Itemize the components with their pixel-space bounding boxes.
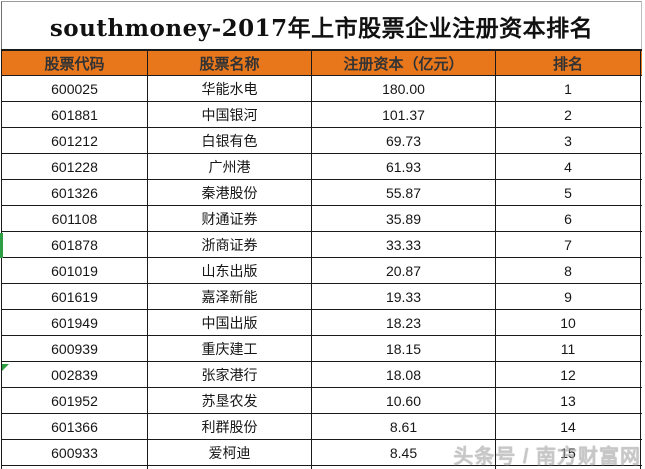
stock-name-cell: 白银有色	[148, 128, 312, 153]
registered-capital-cell: 55.87	[312, 180, 496, 205]
table-row-partial	[2, 466, 642, 469]
excel-error-indicator-bar	[0, 233, 3, 258]
table-row: 601878 浙商证券 33.33 7	[2, 232, 642, 258]
stock-code-cell: 600933	[2, 440, 148, 465]
rank-cell: 14	[496, 414, 641, 439]
registered-capital-cell: 69.73	[312, 128, 496, 153]
stock-code-cell: 601366	[2, 414, 148, 439]
stock-name-cell: 中国银河	[148, 102, 312, 127]
table-row: 601366 利群股份 8.61 14	[2, 414, 642, 440]
stock-name-cell: 浙商证券	[148, 232, 312, 257]
stock-name-cell: 华能水电	[148, 76, 312, 101]
stock-name-cell: 苏垦农发	[148, 388, 312, 413]
table-row: 601619 嘉泽新能 19.33 9	[2, 284, 642, 310]
rank-cell: 3	[496, 128, 641, 153]
stock-code-cell: 601212	[2, 128, 148, 153]
title-bar: southmoney-2017年上市股票企业注册资本排名	[1, 1, 642, 49]
stock-code-cell: 601619	[2, 284, 148, 309]
excel-error-indicator-triangle	[2, 364, 9, 371]
table-row: 601228 广州港 61.93 4	[2, 154, 642, 180]
table-row: 600025 华能水电 180.00 1	[2, 76, 642, 102]
stock-code-cell: 601949	[2, 310, 148, 335]
stock-name-cell: 广州港	[148, 154, 312, 179]
stock-name-cell: 财通证券	[148, 206, 312, 231]
empty-cell	[2, 466, 148, 469]
stock-code-cell: 601019	[2, 258, 148, 283]
table-row: 002839 张家港行 18.08 12	[2, 362, 642, 388]
registered-capital-cell: 18.23	[312, 310, 496, 335]
table-row: 601019 山东出版 20.87 8	[2, 258, 642, 284]
rank-cell: 1	[496, 76, 641, 101]
registered-capital-cell: 20.87	[312, 258, 496, 283]
table-row: 601881 中国银河 101.37 2	[2, 102, 642, 128]
registered-capital-cell: 18.08	[312, 362, 496, 387]
column-header-stock-name: 股票名称	[148, 51, 312, 75]
stock-code-cell: 601228	[2, 154, 148, 179]
page-title: southmoney-2017年上市股票企业注册资本排名	[49, 14, 594, 42]
table-row: 601212 白银有色 69.73 3	[2, 128, 642, 154]
stock-code-cell: 601881	[2, 102, 148, 127]
column-header-stock-code: 股票代码	[2, 51, 148, 75]
table-row: 601326 秦港股份 55.87 5	[2, 180, 642, 206]
stock-name-cell: 重庆建工	[148, 336, 312, 361]
empty-cell	[496, 466, 641, 469]
stock-name-cell: 中国出版	[148, 310, 312, 335]
registered-capital-cell: 18.15	[312, 336, 496, 361]
empty-cell	[148, 466, 312, 469]
stock-code-cell: 601952	[2, 388, 148, 413]
table-row: 601949 中国出版 18.23 10	[2, 310, 642, 336]
registered-capital-cell: 180.00	[312, 76, 496, 101]
stock-name-cell: 嘉泽新能	[148, 284, 312, 309]
stock-name-cell: 爱柯迪	[148, 440, 312, 465]
rank-cell: 15	[496, 440, 641, 465]
table-row: 600939 重庆建工 18.15 11	[2, 336, 642, 362]
rank-cell: 5	[496, 180, 641, 205]
table-body: 600025 华能水电 180.00 1 601881 中国银河 101.37 2 601212…	[2, 76, 642, 469]
table-row: 601952 苏垦农发 10.60 13	[2, 388, 642, 414]
table-header-row: 股票代码 股票名称 注册资本（亿元） 排名	[2, 49, 642, 76]
rank-cell: 10	[496, 310, 641, 335]
rank-cell: 13	[496, 388, 641, 413]
stock-name-cell: 利群股份	[148, 414, 312, 439]
registered-capital-cell: 101.37	[312, 102, 496, 127]
registered-capital-cell: 19.33	[312, 284, 496, 309]
rank-cell: 6	[496, 206, 641, 231]
rank-cell: 7	[496, 232, 641, 257]
table-row: 600933 爱柯迪 8.45 15	[2, 440, 642, 466]
stock-code-cell: 601878	[2, 232, 148, 257]
ranking-table: 股票代码 股票名称 注册资本（亿元） 排名 600025 华能水电 180.00 1 6018…	[1, 49, 642, 469]
stock-name-cell: 秦港股份	[148, 180, 312, 205]
stock-name-cell: 张家港行	[148, 362, 312, 387]
rank-cell: 4	[496, 154, 641, 179]
stock-code-cell: 002839	[2, 362, 148, 387]
table-row: 601108 财通证券 35.89 6	[2, 206, 642, 232]
watermark-text: 头条号 / 南方财富网	[453, 446, 641, 468]
registered-capital-cell: 61.93	[312, 154, 496, 179]
registered-capital-cell: 33.33	[312, 232, 496, 257]
rank-cell: 11	[496, 336, 641, 361]
empty-cell	[312, 466, 496, 469]
registered-capital-cell: 35.89	[312, 206, 496, 231]
stock-code-cell: 600939	[2, 336, 148, 361]
stock-code-cell: 601326	[2, 180, 148, 205]
rank-cell: 2	[496, 102, 641, 127]
stock-code-cell: 601108	[2, 206, 148, 231]
column-header-registered-capital: 注册资本（亿元）	[312, 51, 496, 75]
column-header-rank: 排名	[496, 51, 641, 75]
rank-cell: 12	[496, 362, 641, 387]
registered-capital-cell: 8.45	[312, 440, 496, 465]
stock-name-cell: 山东出版	[148, 258, 312, 283]
rank-cell: 9	[496, 284, 641, 309]
stock-code-cell: 600025	[2, 76, 148, 101]
rank-cell: 8	[496, 258, 641, 283]
registered-capital-cell: 8.61	[312, 414, 496, 439]
registered-capital-cell: 10.60	[312, 388, 496, 413]
